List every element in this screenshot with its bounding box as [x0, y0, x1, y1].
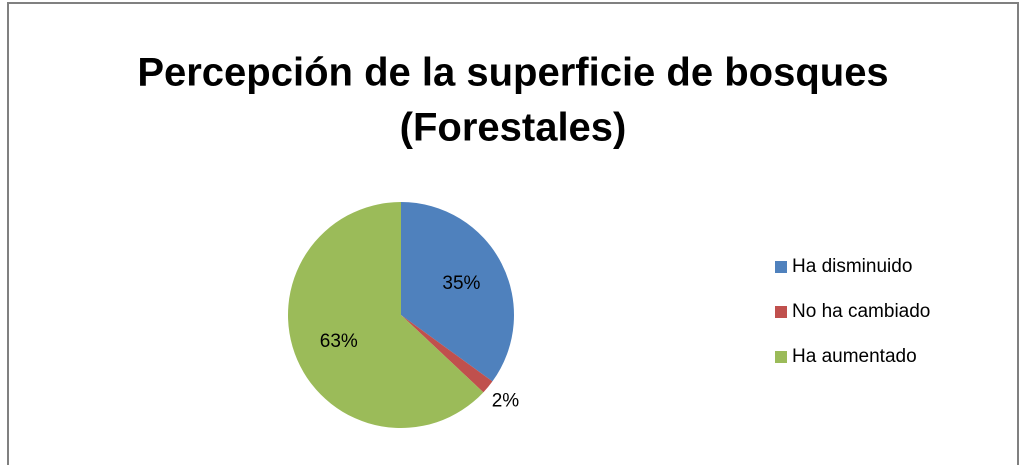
data-label: 35%: [442, 273, 480, 294]
legend-label: No ha cambiado: [792, 301, 930, 322]
data-label: 2%: [492, 390, 520, 411]
chart-frame: [7, 2, 1019, 465]
data-label: 63%: [320, 331, 358, 352]
legend-swatch: [775, 351, 787, 363]
legend-label: Ha aumentado: [792, 346, 917, 367]
chart-title: Percepción de la superficie de bosques: [137, 51, 888, 95]
pie-slice: [288, 202, 484, 428]
pie-slice: [401, 202, 514, 382]
chart-title: (Forestales): [400, 106, 627, 150]
legend-label: Ha disminuido: [792, 256, 912, 277]
pie-slice: [401, 315, 493, 393]
legend-swatch: [775, 261, 787, 273]
legend-swatch: [775, 306, 787, 318]
